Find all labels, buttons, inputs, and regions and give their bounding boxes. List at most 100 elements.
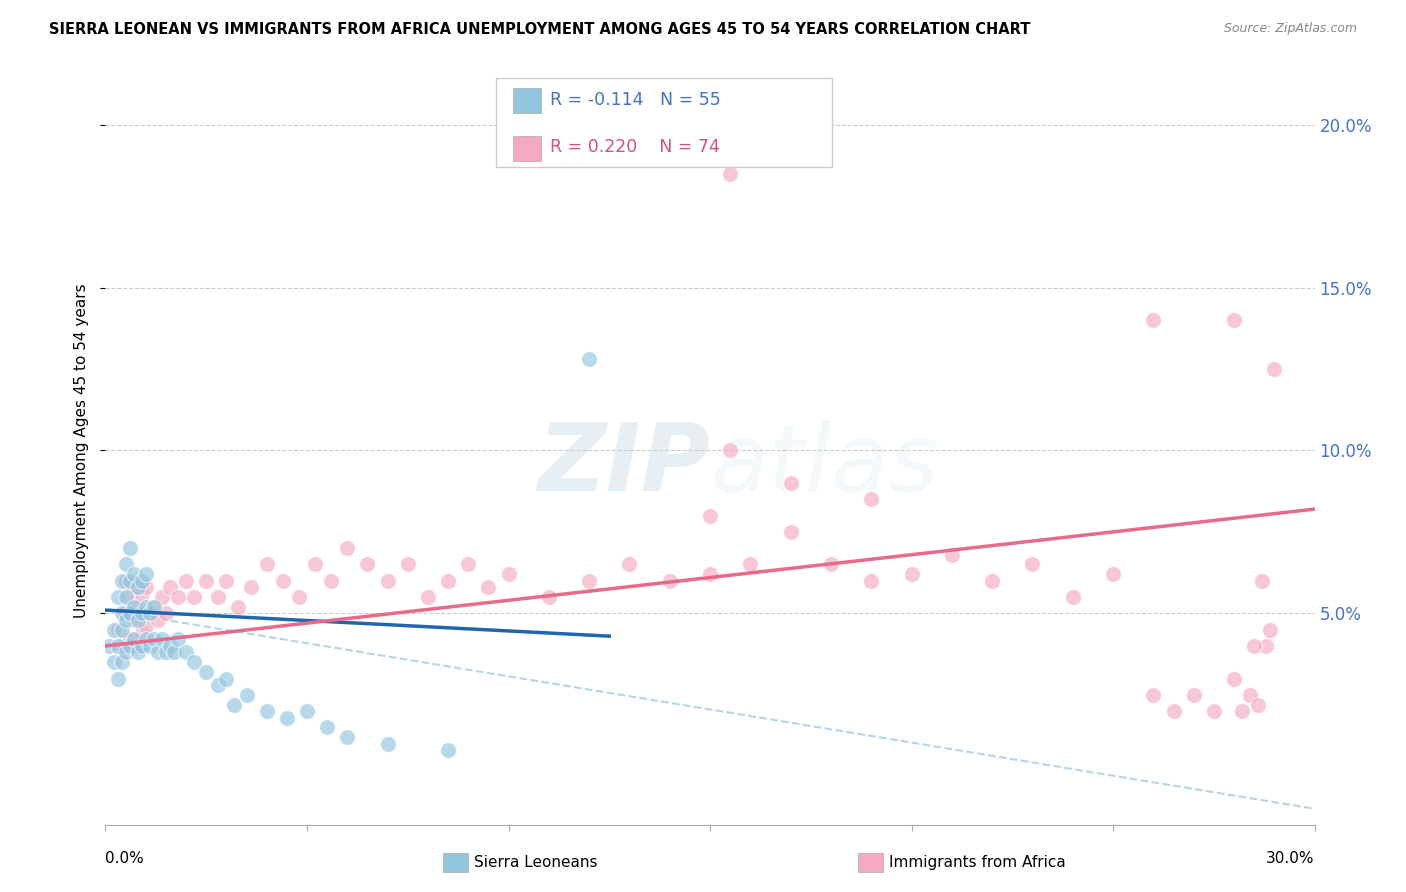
Point (139, 607, 162, 621)
Point (981, 574, 1004, 588)
Point (215, 672, 238, 686)
Text: 0.0%: 0.0% (105, 851, 145, 866)
Text: 30.0%: 30.0% (1267, 851, 1315, 866)
Point (131, 639, 153, 653)
Point (537, 590, 560, 604)
Point (1247, 698, 1270, 712)
Point (142, 599, 165, 614)
Point (107, 672, 129, 686)
Point (131, 587, 153, 601)
Point (146, 645, 169, 659)
Point (114, 607, 136, 621)
Point (271, 574, 294, 588)
Point (1102, 567, 1125, 582)
Point (155, 645, 177, 659)
Point (127, 580, 149, 594)
Point (321, 574, 343, 588)
Point (146, 613, 169, 627)
Y-axis label: Unemployment Among Ages 45 to 54 years: Unemployment Among Ages 45 to 54 years (75, 283, 90, 618)
Point (163, 645, 186, 659)
Point (150, 632, 173, 647)
Point (820, 558, 842, 572)
Point (658, 574, 681, 588)
Point (336, 730, 359, 744)
Point (107, 590, 129, 604)
Point (304, 558, 326, 572)
Point (167, 590, 190, 604)
Point (103, 623, 125, 637)
Point (437, 574, 460, 588)
Point (740, 558, 762, 572)
Point (131, 574, 153, 588)
Point (1256, 639, 1278, 653)
Point (276, 710, 298, 724)
Point (118, 541, 141, 556)
Point (256, 558, 278, 572)
Point (122, 599, 145, 614)
Point (118, 639, 141, 653)
Point (1062, 590, 1084, 604)
Text: ZIP: ZIP (537, 419, 710, 511)
Point (1251, 574, 1274, 588)
Point (256, 704, 278, 718)
Point (316, 720, 339, 734)
Point (114, 590, 136, 604)
Point (718, 443, 741, 458)
Point (110, 574, 132, 588)
Point (135, 599, 157, 614)
Point (1142, 688, 1164, 702)
Point (107, 639, 129, 653)
Point (159, 639, 181, 653)
Point (288, 590, 311, 604)
Point (118, 607, 141, 621)
Point (114, 645, 136, 659)
Point (155, 607, 177, 621)
Point (110, 639, 132, 653)
Point (377, 737, 399, 751)
Point (207, 590, 229, 604)
Point (779, 524, 801, 539)
Point (110, 623, 132, 637)
Point (174, 645, 197, 659)
Point (122, 580, 145, 594)
Point (1230, 704, 1253, 718)
Point (150, 590, 173, 604)
Point (174, 574, 197, 588)
Point (1263, 362, 1285, 376)
Point (578, 574, 600, 588)
Point (1258, 623, 1281, 637)
Point (131, 607, 153, 621)
Point (131, 626, 153, 640)
Point (578, 352, 600, 367)
Point (224, 698, 246, 712)
Point (103, 655, 125, 669)
Point (139, 607, 162, 621)
Point (860, 492, 883, 507)
Point (127, 639, 149, 653)
Point (1142, 313, 1164, 327)
Point (167, 632, 190, 647)
Point (860, 574, 883, 588)
Point (139, 639, 162, 653)
Point (114, 558, 136, 572)
Point (135, 580, 157, 594)
Point (195, 665, 218, 679)
Point (699, 567, 721, 582)
Text: Source: ZipAtlas.com: Source: ZipAtlas.com (1223, 22, 1357, 36)
Point (110, 607, 132, 621)
Point (1243, 639, 1265, 653)
Point (127, 599, 149, 614)
Point (107, 623, 129, 637)
Point (118, 574, 141, 588)
Point (135, 567, 157, 582)
Point (122, 567, 145, 582)
Text: SIERRA LEONEAN VS IMMIGRANTS FROM AFRICA UNEMPLOYMENT AMONG AGES 45 TO 54 YEARS : SIERRA LEONEAN VS IMMIGRANTS FROM AFRICA… (49, 22, 1031, 37)
Point (416, 590, 439, 604)
Point (1182, 688, 1205, 702)
Point (235, 688, 257, 702)
Point (619, 558, 641, 572)
Point (699, 508, 721, 523)
Text: Sierra Leoneans: Sierra Leoneans (474, 855, 598, 870)
Point (215, 574, 238, 588)
Point (207, 678, 229, 692)
